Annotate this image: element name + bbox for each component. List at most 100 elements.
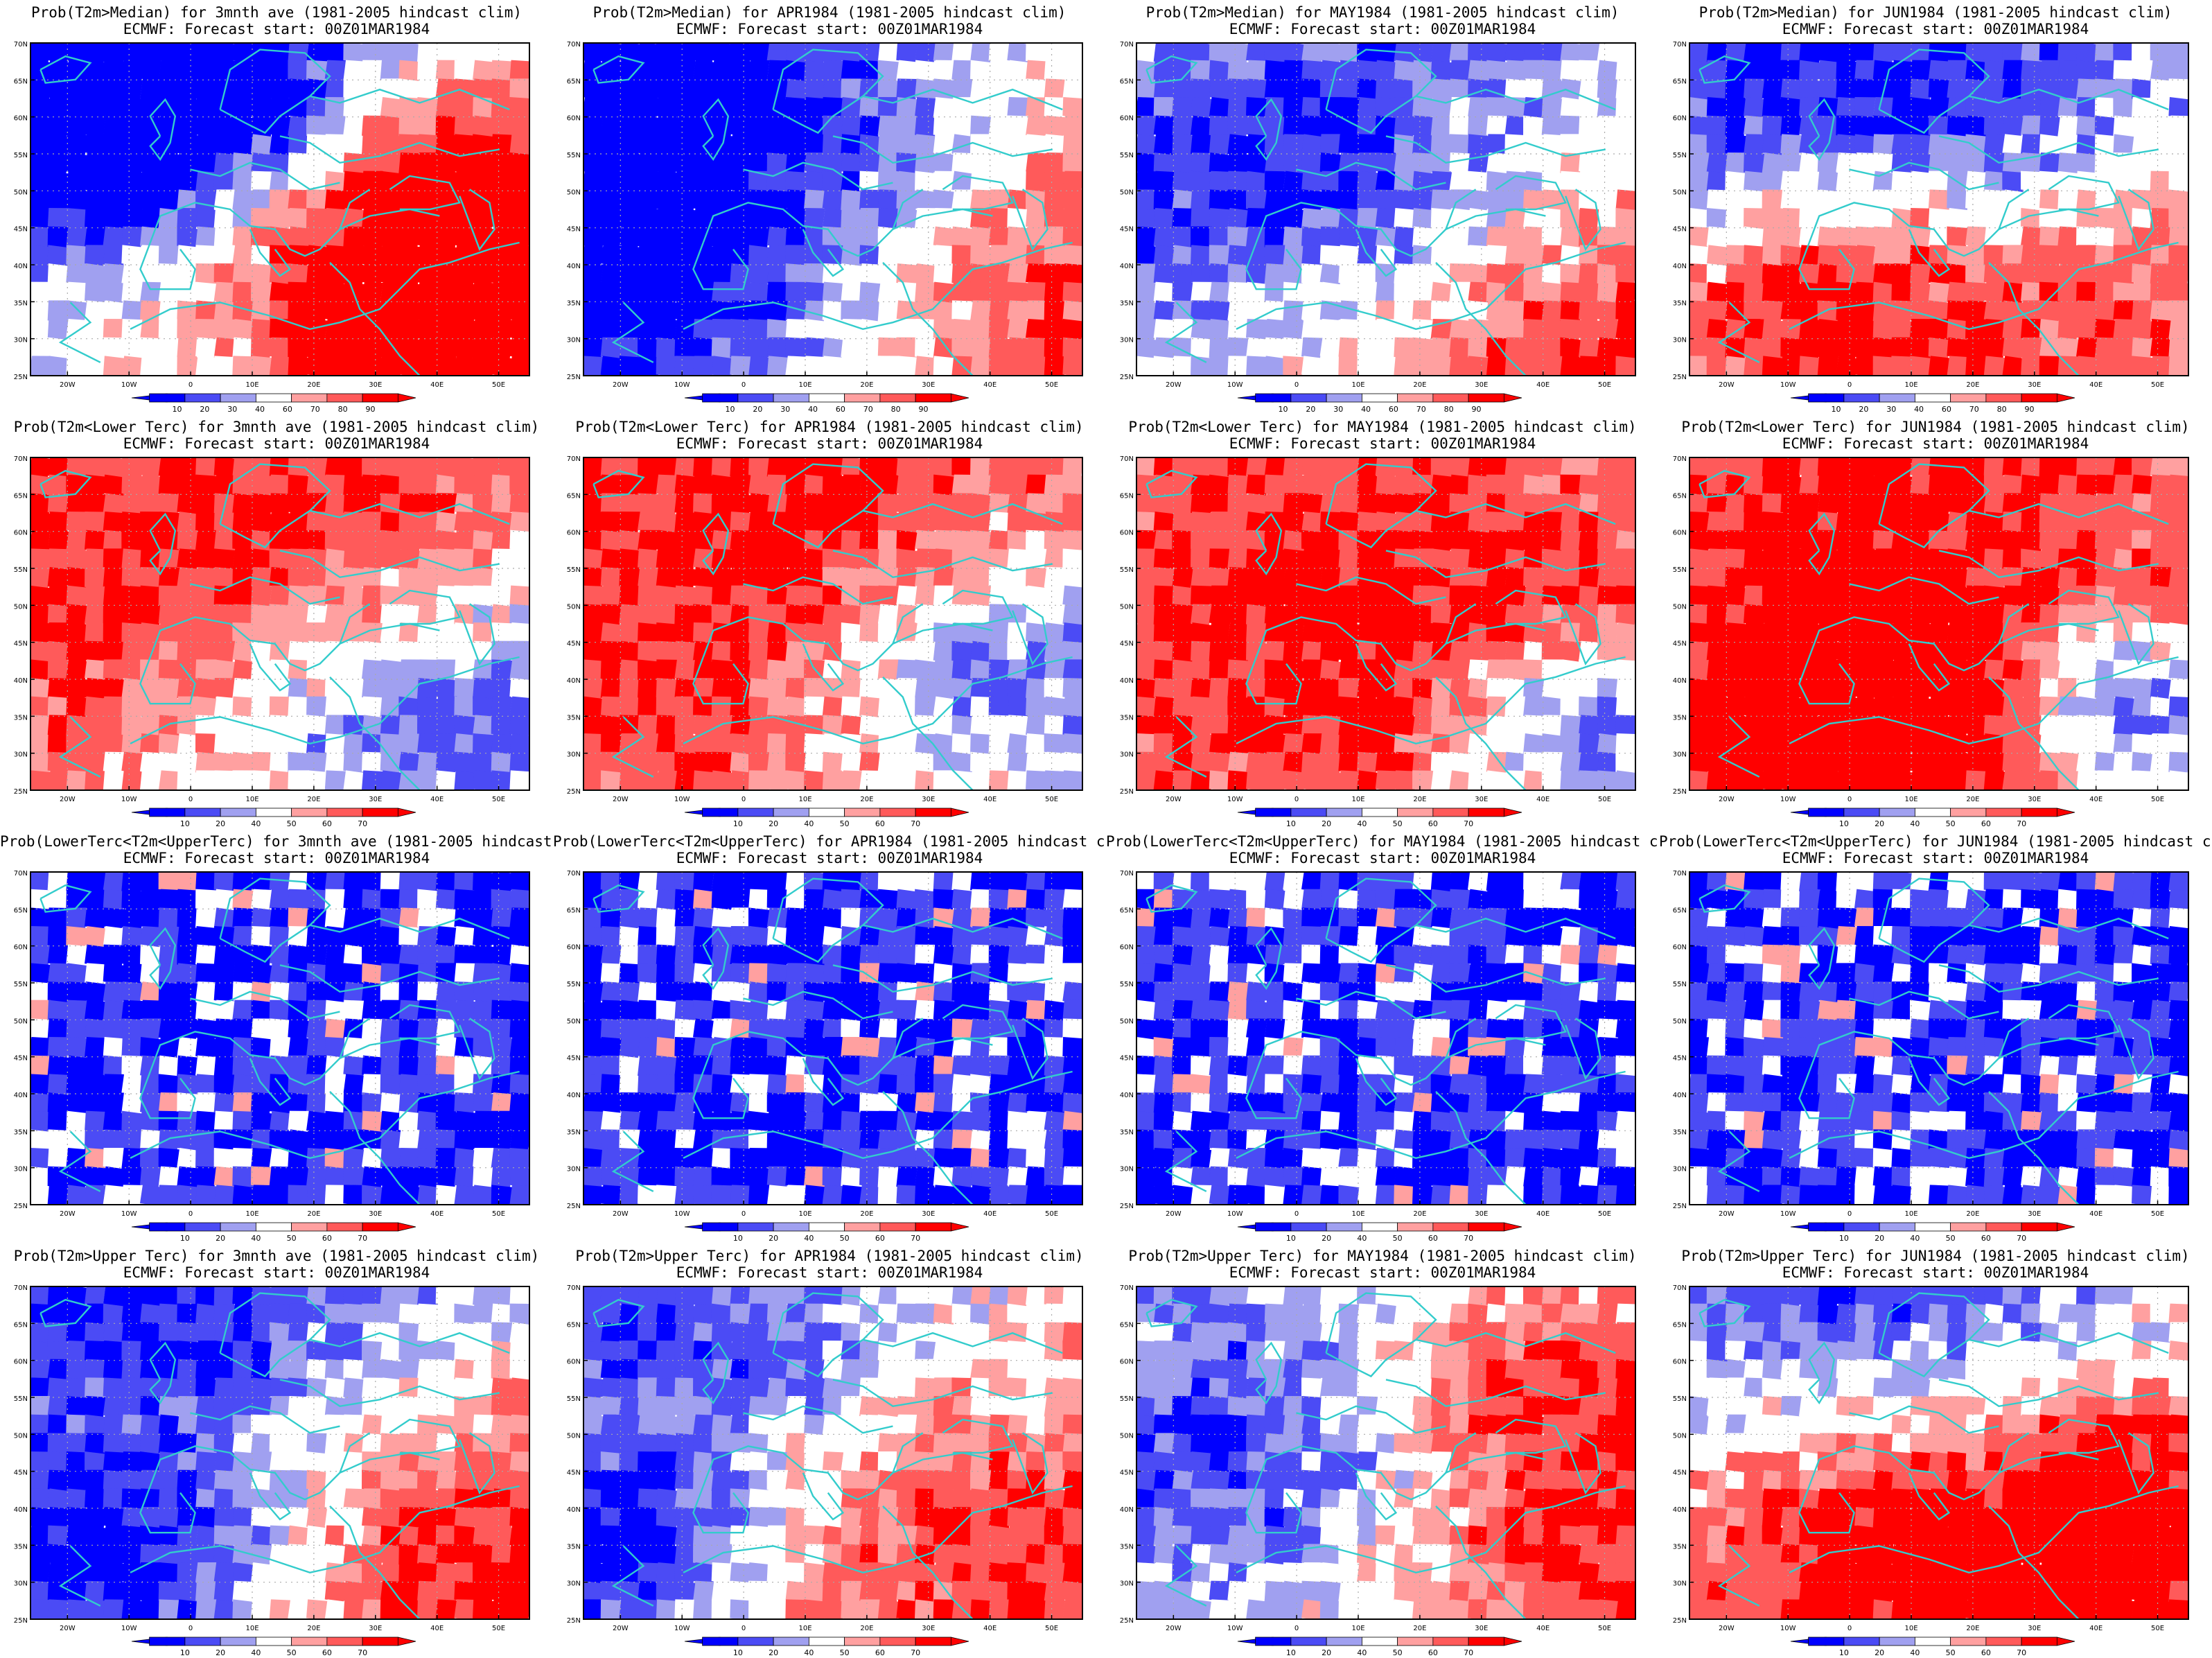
colorbar-tick-label: 20 bbox=[216, 1234, 225, 1243]
prob-cell bbox=[1394, 60, 1415, 82]
prob-cell bbox=[491, 134, 513, 155]
prob-cell bbox=[2132, 696, 2153, 718]
prob-cell bbox=[1597, 678, 1619, 699]
prob-cell bbox=[1615, 548, 1635, 570]
prob-cell bbox=[841, 548, 862, 570]
prob-cell bbox=[1541, 696, 1563, 718]
prob-cell bbox=[583, 530, 604, 552]
prob-cell bbox=[1283, 152, 1304, 174]
prob-cell bbox=[85, 715, 106, 736]
prob-cell bbox=[1891, 659, 1913, 681]
prob-cell bbox=[1044, 548, 1066, 570]
prob-cell bbox=[1449, 245, 1471, 266]
prob-cell bbox=[47, 1166, 69, 1188]
prob-cell bbox=[656, 530, 678, 552]
prob-cell bbox=[398, 208, 420, 229]
prob-cell bbox=[30, 604, 51, 625]
prob-cell bbox=[1725, 567, 1746, 588]
prob-cell bbox=[1615, 245, 1635, 266]
prob-cell bbox=[970, 872, 992, 892]
prob-cell bbox=[2150, 208, 2172, 229]
prob-cell bbox=[1283, 493, 1304, 514]
prob-cell bbox=[66, 770, 87, 790]
prob-cell bbox=[766, 134, 789, 155]
prob-cell bbox=[306, 640, 328, 663]
graticule bbox=[1689, 43, 2188, 376]
prob-cell bbox=[748, 43, 770, 63]
prob-cell bbox=[1062, 245, 1082, 266]
colorbar-tick-label: 70 bbox=[1464, 819, 1473, 828]
prob-cell bbox=[213, 678, 236, 699]
prob-cell bbox=[2039, 319, 2061, 340]
prob-cell bbox=[491, 1037, 513, 1058]
prob-cell bbox=[103, 907, 125, 929]
prob-cell bbox=[1301, 97, 1323, 119]
prob-cell bbox=[841, 604, 862, 625]
prob-cell bbox=[1007, 300, 1028, 322]
lat-tick-label: 25N bbox=[1673, 788, 1687, 796]
prob-cell bbox=[1689, 97, 1710, 119]
prob-cell bbox=[454, 97, 475, 119]
prob-cell bbox=[269, 1110, 291, 1133]
prob-cell bbox=[85, 907, 106, 929]
prob-cell bbox=[1486, 43, 1508, 63]
prob-cell bbox=[1706, 622, 1728, 644]
prob-cell bbox=[1891, 640, 1913, 663]
prob-cell bbox=[730, 356, 751, 376]
prob-cell bbox=[2021, 512, 2042, 533]
prob-cell bbox=[1854, 604, 1876, 625]
prob-cell bbox=[213, 457, 236, 478]
prob-cell bbox=[1301, 751, 1323, 774]
prob-cell bbox=[1026, 97, 1047, 119]
prob-cell bbox=[2002, 493, 2024, 514]
prob-cell bbox=[1191, 585, 1212, 607]
prob-cell bbox=[2039, 567, 2061, 588]
prob-cell bbox=[232, 696, 254, 718]
prob-cell bbox=[158, 152, 180, 174]
prob-cell bbox=[951, 78, 973, 100]
prob-cell bbox=[1319, 567, 1342, 588]
prob-cell bbox=[1799, 640, 1820, 663]
prob-cell bbox=[1246, 245, 1267, 266]
prob-cell bbox=[1597, 97, 1619, 119]
prob-cell bbox=[970, 751, 992, 774]
prob-cell bbox=[362, 356, 383, 376]
prob-cell bbox=[2132, 659, 2153, 681]
prob-cell bbox=[656, 319, 678, 340]
lat-tick-label: 50N bbox=[1673, 189, 1687, 196]
prob-cell bbox=[1246, 337, 1267, 359]
colorbar-segment bbox=[397, 808, 416, 817]
prob-cell bbox=[140, 751, 161, 774]
prob-cell bbox=[766, 457, 789, 478]
prob-cell bbox=[417, 115, 439, 137]
prob-cell bbox=[380, 1166, 402, 1188]
prob-cell bbox=[1007, 585, 1028, 607]
prob-cell bbox=[915, 226, 936, 248]
prob-cell bbox=[2132, 678, 2153, 699]
prob-cell bbox=[1725, 60, 1746, 82]
prob-cell bbox=[1579, 585, 1600, 607]
prob-cell bbox=[1762, 356, 1784, 376]
prob-cell bbox=[66, 356, 87, 376]
prob-cell bbox=[509, 97, 529, 119]
prob-cell bbox=[2021, 585, 2042, 607]
prob-cell bbox=[619, 715, 640, 736]
prob-cell bbox=[1486, 474, 1508, 496]
prob-cell bbox=[730, 604, 751, 625]
prob-cell bbox=[1209, 97, 1231, 119]
prob-cell bbox=[1744, 281, 1765, 304]
prob-cell bbox=[766, 512, 789, 533]
prob-cell bbox=[1725, 585, 1746, 607]
prob-cell bbox=[362, 60, 383, 82]
prob-cell bbox=[269, 622, 291, 644]
prob-cell bbox=[656, 171, 678, 193]
prob-cell bbox=[1301, 585, 1323, 607]
prob-cell bbox=[435, 604, 457, 625]
prob-cell bbox=[2150, 604, 2172, 625]
prob-cell bbox=[380, 474, 402, 496]
prob-cell bbox=[2113, 281, 2134, 304]
prob-cell bbox=[2132, 60, 2153, 82]
prob-cell bbox=[47, 1000, 69, 1022]
prob-cell bbox=[1725, 622, 1746, 644]
prob-cell bbox=[473, 457, 494, 478]
